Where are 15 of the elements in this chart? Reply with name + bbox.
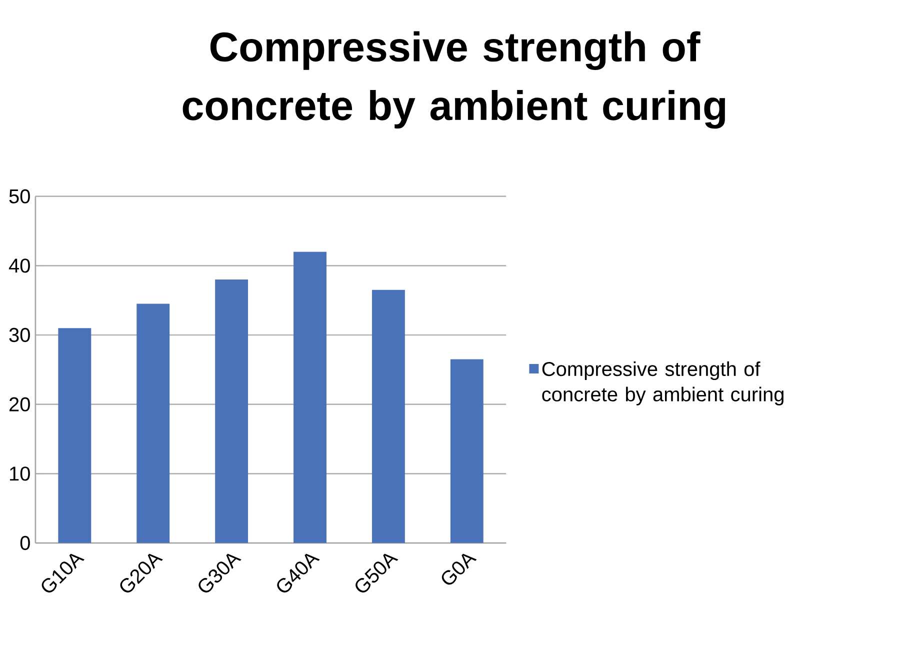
y-tick-label: 50 xyxy=(9,189,30,204)
chart-title: Compressive strength of concrete by ambient curing xyxy=(182,31,726,129)
bar xyxy=(58,328,92,543)
y-tick-label: 0 xyxy=(20,536,30,550)
y-tick-label: 20 xyxy=(9,397,30,412)
bar xyxy=(294,252,326,543)
y-tick-label: 30 xyxy=(9,328,30,342)
y-tick-label: 10 xyxy=(10,466,30,481)
x-tick-label: G0A xyxy=(442,554,477,585)
bar xyxy=(215,280,248,543)
legend-label: Compressive strength of concrete by ambient curing xyxy=(542,361,784,406)
bar xyxy=(136,304,170,543)
bar xyxy=(450,359,484,543)
y-tick-label: 40 xyxy=(8,258,30,273)
bar xyxy=(372,290,405,543)
